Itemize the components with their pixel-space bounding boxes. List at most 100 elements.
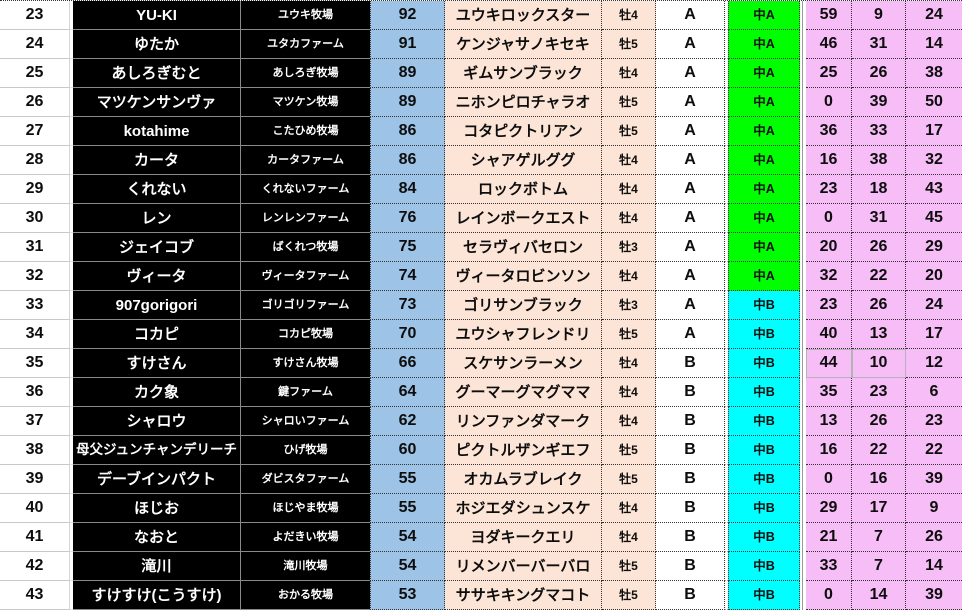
sex-age-cell[interactable]: 牡4 (602, 523, 656, 552)
farm-name-cell[interactable]: 滝川牧場 (241, 552, 370, 581)
stat-cell-2[interactable]: 26 (852, 233, 906, 262)
sex-age-cell[interactable]: 牡5 (602, 581, 656, 610)
horse-name-cell[interactable]: ゴリサンブラック (445, 291, 602, 320)
stat-cell-2[interactable]: 16 (852, 465, 906, 494)
rank-number-cell[interactable]: 43 (0, 581, 70, 610)
grade-cell[interactable]: B (656, 436, 725, 465)
sex-age-cell[interactable]: 牡3 (602, 233, 656, 262)
horse-name-cell[interactable]: ロックボトム (445, 175, 602, 204)
grade-cell[interactable]: A (656, 175, 725, 204)
farm-name-cell[interactable]: ユウキ牧場 (241, 1, 370, 30)
stat-cell-3[interactable]: 38 (906, 59, 962, 88)
horse-name-cell[interactable]: ケンジャサノキセキ (445, 30, 602, 59)
rank-number-cell[interactable]: 36 (0, 378, 70, 407)
stat-cell-3[interactable]: 6 (906, 378, 962, 407)
stat-cell-3[interactable]: 39 (906, 465, 962, 494)
sex-age-cell[interactable]: 牡5 (602, 552, 656, 581)
sex-age-cell[interactable]: 牡4 (602, 378, 656, 407)
grade-cell[interactable]: B (656, 552, 725, 581)
stat-cell-2[interactable]: 10 (852, 349, 906, 378)
stat-cell-3[interactable]: 45 (906, 204, 962, 233)
rank-number-cell[interactable]: 37 (0, 407, 70, 436)
score-cell[interactable]: 54 (370, 523, 445, 552)
score-cell[interactable]: 55 (370, 494, 445, 523)
stat-cell-3[interactable]: 22 (906, 436, 962, 465)
rank-number-cell[interactable]: 41 (0, 523, 70, 552)
player-name-cell[interactable]: kotahime (73, 117, 241, 146)
class-cell[interactable]: 中A (728, 59, 800, 88)
player-name-cell[interactable]: シャロウ (73, 407, 241, 436)
rank-number-cell[interactable]: 38 (0, 436, 70, 465)
class-cell[interactable]: 中B (728, 378, 800, 407)
horse-name-cell[interactable]: ユウキロックスター (445, 1, 602, 30)
stat-cell-3[interactable]: 24 (906, 1, 962, 30)
farm-name-cell[interactable]: ダビスタファーム (241, 465, 370, 494)
player-name-cell[interactable]: ヴィータ (73, 262, 241, 291)
rank-number-cell[interactable]: 40 (0, 494, 70, 523)
player-name-cell[interactable]: ジェイコブ (73, 233, 241, 262)
horse-name-cell[interactable]: オカムラブレイク (445, 465, 602, 494)
stat-cell-3[interactable]: 9 (906, 494, 962, 523)
stat-cell-2[interactable]: 14 (852, 581, 906, 610)
farm-name-cell[interactable]: レンレンファーム (241, 204, 370, 233)
stat-cell-2[interactable]: 26 (852, 407, 906, 436)
rank-number-cell[interactable]: 23 (0, 1, 70, 30)
grade-cell[interactable]: A (656, 59, 725, 88)
class-cell[interactable]: 中B (728, 552, 800, 581)
grade-cell[interactable]: B (656, 494, 725, 523)
stat-cell-1[interactable]: 29 (806, 494, 852, 523)
farm-name-cell[interactable]: あしろぎ牧場 (241, 59, 370, 88)
stat-cell-2[interactable]: 13 (852, 320, 906, 349)
grade-cell[interactable]: A (656, 204, 725, 233)
score-cell[interactable]: 75 (370, 233, 445, 262)
class-cell[interactable]: 中B (728, 436, 800, 465)
rank-number-cell[interactable]: 39 (0, 465, 70, 494)
sex-age-cell[interactable]: 牡4 (602, 262, 656, 291)
player-name-cell[interactable]: 907gorigori (73, 291, 241, 320)
farm-name-cell[interactable]: ゴリゴリファーム (241, 291, 370, 320)
stat-cell-2[interactable]: 26 (852, 59, 906, 88)
stat-cell-3[interactable]: 29 (906, 233, 962, 262)
grade-cell[interactable]: A (656, 320, 725, 349)
score-cell[interactable]: 89 (370, 88, 445, 117)
stat-cell-3[interactable]: 50 (906, 88, 962, 117)
stat-cell-1[interactable]: 44 (806, 349, 852, 378)
score-cell[interactable]: 76 (370, 204, 445, 233)
farm-name-cell[interactable]: シャロいファーム (241, 407, 370, 436)
stat-cell-3[interactable]: 24 (906, 291, 962, 320)
stat-cell-3[interactable]: 26 (906, 523, 962, 552)
stat-cell-1[interactable]: 16 (806, 146, 852, 175)
player-name-cell[interactable]: すけさん (73, 349, 241, 378)
sex-age-cell[interactable]: 牡5 (602, 436, 656, 465)
grade-cell[interactable]: B (656, 407, 725, 436)
horse-name-cell[interactable]: ヨダキークエリ (445, 523, 602, 552)
grade-cell[interactable]: A (656, 88, 725, 117)
player-name-cell[interactable]: あしろぎむと (73, 59, 241, 88)
sex-age-cell[interactable]: 牡4 (602, 494, 656, 523)
class-cell[interactable]: 中B (728, 523, 800, 552)
player-name-cell[interactable]: くれない (73, 175, 241, 204)
stat-cell-2[interactable]: 22 (852, 436, 906, 465)
player-name-cell[interactable]: レン (73, 204, 241, 233)
sex-age-cell[interactable]: 牡5 (602, 320, 656, 349)
grade-cell[interactable]: A (656, 30, 725, 59)
stat-cell-3[interactable]: 14 (906, 552, 962, 581)
farm-name-cell[interactable]: すけさん牧場 (241, 349, 370, 378)
score-cell[interactable]: 64 (370, 378, 445, 407)
grade-cell[interactable]: A (656, 117, 725, 146)
class-cell[interactable]: 中A (728, 233, 800, 262)
sex-age-cell[interactable]: 牡4 (602, 1, 656, 30)
score-cell[interactable]: 70 (370, 320, 445, 349)
stat-cell-1[interactable]: 36 (806, 117, 852, 146)
grade-cell[interactable]: A (656, 146, 725, 175)
farm-name-cell[interactable]: ひげ牧場 (241, 436, 370, 465)
farm-name-cell[interactable]: マツケン牧場 (241, 88, 370, 117)
player-name-cell[interactable]: デーブインパクト (73, 465, 241, 494)
sex-age-cell[interactable]: 牡5 (602, 465, 656, 494)
stat-cell-2[interactable]: 22 (852, 262, 906, 291)
horse-name-cell[interactable]: グーマーグマグママ (445, 378, 602, 407)
class-cell[interactable]: 中A (728, 146, 800, 175)
player-name-cell[interactable]: コカピ (73, 320, 241, 349)
stat-cell-1[interactable]: 33 (806, 552, 852, 581)
sex-age-cell[interactable]: 牡5 (602, 88, 656, 117)
